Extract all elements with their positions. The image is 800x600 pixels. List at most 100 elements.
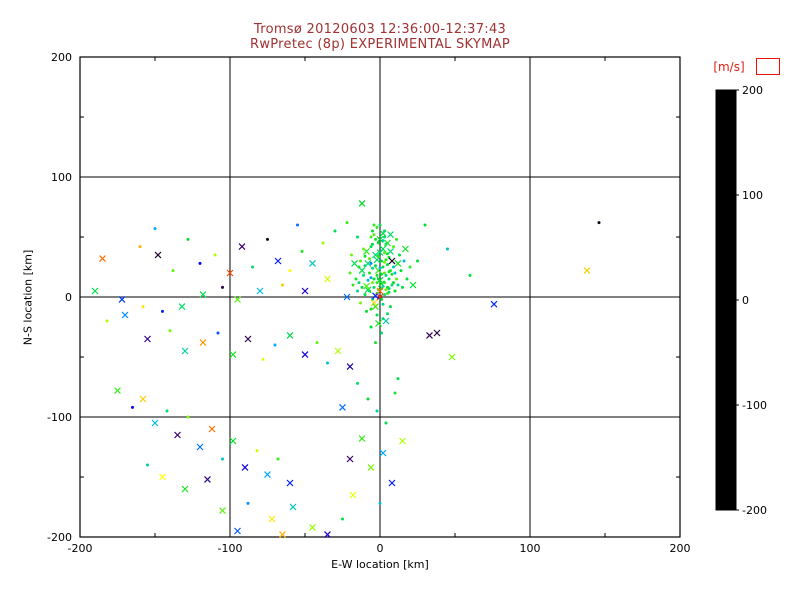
data-point-dot <box>356 289 359 293</box>
data-point-dot <box>351 283 355 287</box>
y-tick-label: 100 <box>51 171 72 184</box>
data-point-dot <box>381 302 385 306</box>
data-point-cross <box>375 319 382 327</box>
data-point-dot <box>378 501 382 505</box>
data-point-dot <box>255 449 259 453</box>
data-point-dot <box>384 421 388 425</box>
data-point-dot <box>371 281 374 285</box>
data-point-dot <box>213 253 217 257</box>
data-point-cross <box>388 257 396 265</box>
data-point-cross <box>118 295 126 303</box>
x-tick-label: 200 <box>670 542 691 555</box>
data-point-dot <box>399 269 403 273</box>
data-point-dot <box>357 265 361 269</box>
data-point-dot <box>141 305 145 309</box>
data-point-dot <box>366 278 370 282</box>
data-point-dot <box>296 223 299 227</box>
data-point-dot <box>186 415 190 419</box>
data-point-cross <box>358 199 366 207</box>
data-point-cross <box>351 259 358 267</box>
data-point-dot <box>372 285 376 289</box>
data-point-cross <box>151 419 159 427</box>
data-point-dot <box>356 235 359 239</box>
data-point-dot <box>326 361 329 365</box>
data-point-cross <box>199 339 207 347</box>
data-point-cross <box>448 353 456 361</box>
data-point-dot <box>395 277 398 281</box>
data-point-cross <box>346 455 354 463</box>
data-point-cross <box>196 443 204 451</box>
data-point-cross <box>229 351 237 359</box>
plot-title: Tromsø 20120603 12:36:00-12:37:43 <box>253 22 507 37</box>
data-point-dot <box>383 260 386 264</box>
data-point-dot <box>374 264 377 268</box>
data-point-cross <box>279 531 286 539</box>
data-point-dot <box>360 285 364 289</box>
data-point-cross <box>181 485 189 493</box>
data-point-cross <box>139 395 147 403</box>
title-block: Tromsø 20120603 12:36:00-12:37:43 RwPret… <box>80 22 680 52</box>
data-point-dot <box>380 272 383 276</box>
data-point-cross <box>346 363 354 371</box>
data-point-cross <box>324 531 331 539</box>
data-point-dot <box>359 301 362 305</box>
data-point-dot <box>363 254 367 258</box>
data-point-cross <box>388 479 396 487</box>
x-tick-label: -100 <box>218 542 243 555</box>
data-point-dot <box>369 235 373 239</box>
data-point-dot <box>363 264 367 268</box>
data-point-dot <box>348 271 352 275</box>
x-tick-label: 0 <box>377 542 384 555</box>
data-point-dot <box>423 223 427 227</box>
data-point-cross <box>286 331 294 339</box>
data-point-dot <box>366 397 370 401</box>
data-point-dot <box>384 258 388 262</box>
data-point-dot <box>380 259 383 263</box>
data-point-dot <box>383 293 386 297</box>
data-point-cross <box>376 249 384 257</box>
data-point-cross <box>409 281 417 289</box>
data-point-cross <box>286 479 294 487</box>
data-point-cross <box>324 275 331 283</box>
data-point-cross <box>226 269 234 277</box>
data-point-cross <box>178 303 186 311</box>
data-point-dot <box>375 313 379 317</box>
data-point-cross <box>238 243 246 251</box>
data-point-cross <box>387 231 394 239</box>
data-point-cross <box>394 259 402 267</box>
data-point-dot <box>393 391 397 395</box>
data-point-cross <box>376 287 384 295</box>
x-tick-label: 100 <box>520 542 541 555</box>
data-point-dot <box>221 457 224 461</box>
data-point-dot <box>369 276 373 280</box>
data-point-dot <box>375 225 379 229</box>
data-point-dot <box>266 237 269 241</box>
data-point-dot <box>392 281 395 285</box>
data-point-cross <box>256 287 264 295</box>
data-point-dot <box>408 265 412 269</box>
data-point-dot <box>372 233 376 237</box>
data-point-cross <box>174 431 181 439</box>
data-point-dot <box>372 277 376 281</box>
data-point-cross <box>334 347 342 355</box>
data-point-dot <box>356 381 359 385</box>
data-point-cross <box>199 291 207 299</box>
data-point-dot <box>384 273 388 277</box>
data-point-dot <box>165 409 169 413</box>
data-point-dot <box>393 289 397 293</box>
data-point-cross <box>159 473 166 481</box>
data-point-dot <box>401 285 404 289</box>
data-point-dot <box>368 257 371 261</box>
data-point-dot <box>371 229 374 233</box>
data-point-cross <box>402 245 409 253</box>
data-point-cross <box>379 229 387 237</box>
data-point-dot <box>246 501 250 505</box>
data-point-cross <box>208 425 216 433</box>
data-point-cross <box>349 491 357 499</box>
data-point-dot <box>386 291 389 295</box>
data-point-cross <box>373 256 381 264</box>
data-point-dot <box>392 265 395 269</box>
data-point-cross <box>268 515 276 523</box>
data-point-cross <box>490 300 498 308</box>
data-point-dot <box>341 517 344 521</box>
